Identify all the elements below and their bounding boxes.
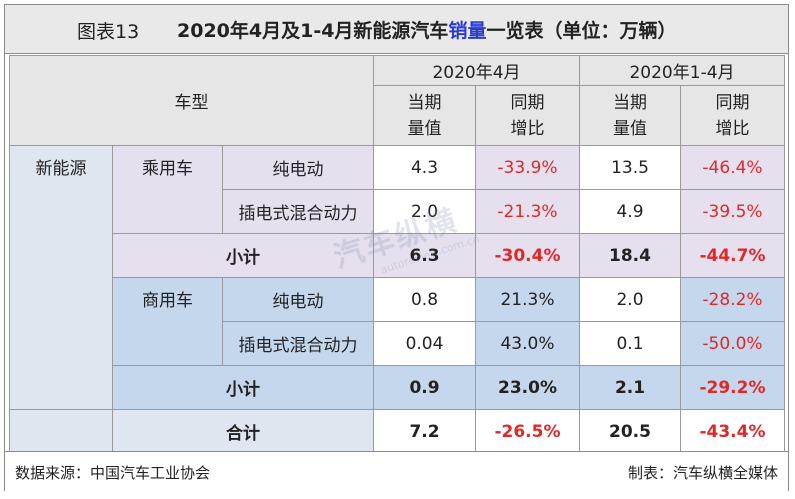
ytd-value: 0.1	[579, 321, 681, 366]
header-ytd-value: 当期 量值	[579, 85, 681, 146]
group-passenger: 乘用车	[112, 145, 223, 234]
data-source: 数据来源：中国汽车工业协会	[15, 464, 211, 482]
footer: 数据来源：中国汽车工业协会 制表：汽车纵横全媒体	[5, 451, 788, 491]
month-value: 2.0	[373, 189, 476, 234]
month-value: 7.2	[373, 409, 476, 454]
header-month-value-l1: 当期	[407, 92, 442, 113]
table-maker: 制表：汽车纵横全媒体	[627, 464, 778, 482]
row-type: 插电式混合动力	[222, 189, 374, 234]
month-growth: 23.0%	[475, 365, 580, 410]
ytd-growth: -43.4%	[680, 409, 785, 454]
header-ytd-value-l2: 量值	[613, 118, 647, 139]
ytd-growth: -39.5%	[680, 189, 785, 234]
month-growth: -30.4%	[475, 233, 580, 278]
title-part-1: 2020年4月及1-4月新能源汽车	[177, 20, 449, 42]
table-row-total: 合计 7.2 -26.5% 20.5 -43.4%	[9, 409, 785, 454]
month-value: 0.9	[373, 365, 476, 410]
month-growth: 21.3%	[475, 277, 580, 322]
header-month-growth-l2: 增比	[510, 118, 545, 139]
group-commercial: 商用车	[112, 277, 223, 366]
ytd-growth: -29.2%	[680, 365, 785, 410]
figure-label: 图表13	[77, 21, 140, 43]
header-ytd-growth: 同期 增比	[680, 85, 785, 146]
header-vehicle-type: 车型	[9, 55, 374, 146]
month-growth: 43.0%	[475, 321, 580, 366]
sales-table: 车型 2020年4月 2020年1-4月 当期量值 同期增比 当期量值 同期增比…	[9, 55, 785, 454]
header-month-growth-l1: 同期	[510, 92, 545, 113]
ytd-value: 20.5	[579, 409, 681, 454]
ytd-growth: -50.0%	[680, 321, 785, 366]
ytd-growth: -44.7%	[680, 233, 785, 278]
table-row: 插电式混合动力 2.0 -21.3% 4.9 -39.5%	[10, 189, 785, 234]
month-value: 0.8	[373, 277, 476, 322]
row-type: 合计	[112, 409, 374, 454]
row-type: 小计	[112, 233, 374, 278]
group-nev: 新能源	[9, 145, 113, 410]
month-value: 0.04	[373, 321, 476, 366]
header-row-metrics: 当期量值 同期增比 当期量值 同期增比	[10, 85, 785, 146]
header-row-period: 车型 2020年4月 2020年1-4月	[9, 55, 785, 146]
month-value: 4.3	[373, 145, 476, 190]
table-row: 插电式混合动力 0.04 43.0% 0.1 -50.0%	[10, 321, 785, 366]
table-row: 新能源 乘用车 纯电动 4.3 -33.9% 13.5 -46.4%	[9, 145, 785, 410]
header-ytd-growth-l2: 增比	[715, 118, 750, 139]
table-row-subtotal: 小计 6.3 -30.4% 18.4 -44.7%	[10, 233, 785, 278]
ytd-value: 2.1	[579, 365, 681, 410]
header-ytd-value-l1: 当期	[613, 92, 647, 113]
report-table-frame: 图表13 2020年4月及1-4月新能源汽车销量一览表（单位：万辆） 车型 20…	[4, 4, 789, 491]
ytd-value: 2.0	[579, 277, 681, 322]
month-growth: -26.5%	[475, 409, 580, 454]
ytd-value: 13.5	[579, 145, 681, 190]
row-type: 小计	[112, 365, 374, 410]
header-period-month: 2020年4月	[373, 55, 580, 86]
month-growth: -21.3%	[475, 189, 580, 234]
header-month-value-l2: 量值	[407, 118, 442, 139]
month-growth: -33.9%	[475, 145, 580, 190]
ytd-growth: -46.4%	[680, 145, 785, 190]
title-part-2: 一览表（单位：万辆）	[486, 20, 677, 42]
header-ytd-growth-l1: 同期	[715, 92, 750, 113]
row-type: 纯电动	[222, 277, 374, 322]
title-bar: 图表13 2020年4月及1-4月新能源汽车销量一览表（单位：万辆）	[5, 5, 788, 54]
header-month-growth: 同期 增比	[475, 85, 580, 146]
table-row: 商用车 纯电动 0.8 21.3% 2.0 -28.2%	[10, 277, 785, 366]
row-type: 插电式混合动力	[222, 321, 374, 366]
month-value: 6.3	[373, 233, 476, 278]
table-row-subtotal: 小计 0.9 23.0% 2.1 -29.2%	[10, 365, 785, 410]
total-spacer	[9, 409, 113, 454]
header-period-ytd: 2020年1-4月	[579, 55, 785, 86]
ytd-growth: -28.2%	[680, 277, 785, 322]
row-type: 纯电动	[222, 145, 374, 190]
ytd-value: 4.9	[579, 189, 681, 234]
title-highlight: 销量	[448, 20, 487, 42]
ytd-value: 18.4	[579, 233, 681, 278]
header-month-value: 当期 量值	[373, 85, 476, 146]
table-title: 2020年4月及1-4月新能源汽车销量一览表（单位：万辆）	[177, 16, 676, 43]
